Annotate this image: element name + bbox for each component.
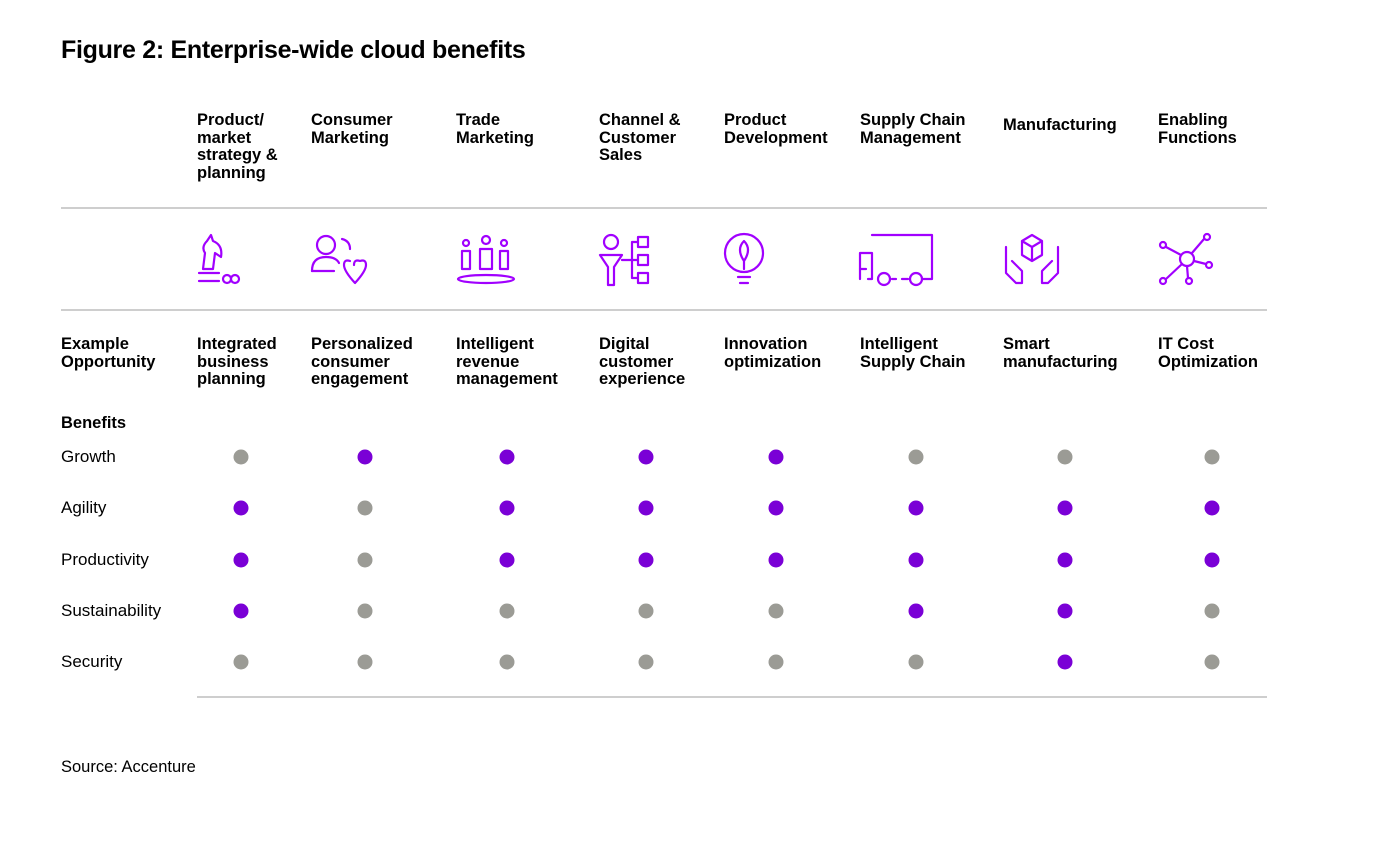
- figure-title: Figure 2: Enterprise-wide cloud benefits: [61, 36, 526, 64]
- benefit-dot: [638, 654, 654, 670]
- benefit-dot: [1057, 654, 1073, 670]
- benefit-dot: [1204, 449, 1220, 465]
- icon-innovation: [723, 232, 765, 285]
- benefit-label: Security: [61, 652, 123, 671]
- benefit-dot: [1204, 552, 1220, 568]
- benefit-dot: [908, 603, 924, 619]
- column-header: Enabling Functions: [1158, 111, 1237, 147]
- opportunity: Intelligent revenue management: [456, 335, 558, 388]
- benefit-dot: [638, 500, 654, 516]
- benefit-dot: [908, 449, 924, 465]
- opportunity: IT Cost Optimization: [1158, 335, 1258, 371]
- benefit-dot: [357, 654, 373, 670]
- benefit-dot: [1057, 500, 1073, 516]
- opportunity: Personalized consumer engagement: [311, 335, 413, 388]
- benefit-dot: [908, 500, 924, 516]
- benefit-dot: [1204, 500, 1220, 516]
- benefit-dot: [768, 500, 784, 516]
- benefit-dot: [638, 552, 654, 568]
- benefit-label: Sustainability: [61, 601, 162, 620]
- opportunity: Smart manufacturing: [1003, 335, 1118, 371]
- benefit-dot: [768, 603, 784, 619]
- benefit-dot: [233, 552, 249, 568]
- benefit-dot: [233, 654, 249, 670]
- column-header: Supply Chain Management: [860, 111, 966, 147]
- benefit-dot: [233, 603, 249, 619]
- icon-chess: [197, 233, 241, 285]
- section-label: Benefits: [61, 414, 127, 432]
- benefit-dot: [357, 603, 373, 619]
- benefit-dot: [1057, 552, 1073, 568]
- row-label: Example Opportunity: [61, 335, 156, 371]
- benefit-dot: [1057, 603, 1073, 619]
- icon-channel: [598, 233, 650, 287]
- column-header: Manufacturing: [1003, 116, 1117, 134]
- benefit-dot: [768, 552, 784, 568]
- benefit-dot: [499, 654, 515, 670]
- benefit-dot: [233, 449, 249, 465]
- benefit-dot: [357, 449, 373, 465]
- benefit-dot: [1204, 603, 1220, 619]
- benefit-dot: [638, 603, 654, 619]
- benefit-dot: [357, 500, 373, 516]
- benefit-dot: [357, 552, 373, 568]
- benefit-dot: [499, 449, 515, 465]
- column-header: Product Development: [724, 111, 828, 147]
- benefit-dot: [908, 552, 924, 568]
- benefit-dot: [233, 500, 249, 516]
- icon-network: [1158, 232, 1214, 286]
- benefit-dot: [768, 654, 784, 670]
- benefit-label: Productivity: [61, 550, 149, 569]
- icon-manufacturing: [1004, 233, 1060, 285]
- icons: [197, 232, 1214, 287]
- benefit-label: Growth: [61, 447, 116, 466]
- icon-consumer: [310, 234, 368, 285]
- column-header: Trade Marketing: [456, 111, 534, 147]
- benefit-dot: [638, 449, 654, 465]
- benefit-dot: [1204, 654, 1220, 670]
- column-header: Consumer Marketing: [311, 111, 393, 147]
- benefit-dot: [908, 654, 924, 670]
- source-note: Source: Accenture: [61, 758, 196, 776]
- benefit-label: Agility: [61, 498, 107, 517]
- opportunity: Digital customer experience: [599, 335, 686, 388]
- benefit-dot: [1057, 449, 1073, 465]
- column-header: Channel & Customer Sales: [599, 111, 681, 164]
- column-header: Product/ market strategy & planning: [197, 111, 278, 182]
- benefit-dot: [499, 500, 515, 516]
- opportunity: Innovation optimization: [724, 335, 822, 371]
- benefit-dot: [499, 552, 515, 568]
- opportunity: Intelligent Supply Chain: [860, 335, 966, 371]
- benefit-dot: [768, 449, 784, 465]
- benefit-dot: [499, 603, 515, 619]
- icon-supply: [858, 233, 934, 287]
- opportunity: Integrated business planning: [197, 335, 277, 388]
- icon-trade: [456, 234, 516, 285]
